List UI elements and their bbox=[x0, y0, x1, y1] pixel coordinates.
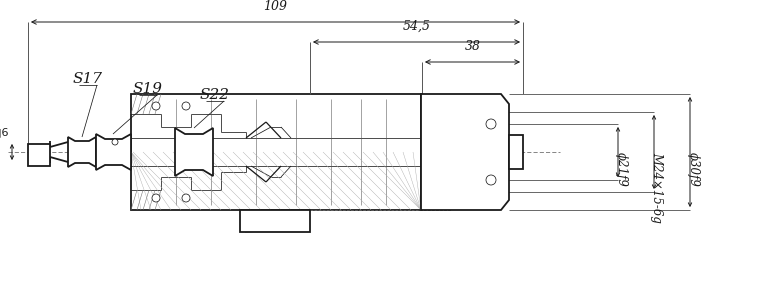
Circle shape bbox=[152, 194, 160, 202]
Polygon shape bbox=[421, 94, 509, 210]
Text: 109: 109 bbox=[264, 0, 288, 13]
Text: 54,5: 54,5 bbox=[402, 20, 430, 33]
Circle shape bbox=[182, 194, 190, 202]
Bar bbox=[509, 135, 523, 169]
Bar bbox=[131, 94, 421, 210]
Text: □6: □6 bbox=[0, 127, 9, 137]
Text: ϕ21f9: ϕ21f9 bbox=[615, 152, 628, 187]
Polygon shape bbox=[96, 134, 131, 170]
Text: ϕ30f9: ϕ30f9 bbox=[687, 152, 700, 187]
Circle shape bbox=[486, 175, 496, 185]
Circle shape bbox=[152, 102, 160, 110]
Circle shape bbox=[182, 102, 190, 110]
Text: M24×15-6g: M24×15-6g bbox=[650, 152, 663, 223]
Polygon shape bbox=[68, 137, 96, 167]
Text: 38: 38 bbox=[464, 40, 480, 53]
Circle shape bbox=[112, 139, 118, 145]
Bar bbox=[240, 210, 310, 232]
Polygon shape bbox=[175, 128, 213, 176]
Text: S17: S17 bbox=[73, 72, 103, 86]
Bar bbox=[28, 144, 50, 166]
Text: S22: S22 bbox=[200, 88, 230, 102]
Circle shape bbox=[486, 119, 496, 129]
Text: S19: S19 bbox=[133, 82, 163, 96]
